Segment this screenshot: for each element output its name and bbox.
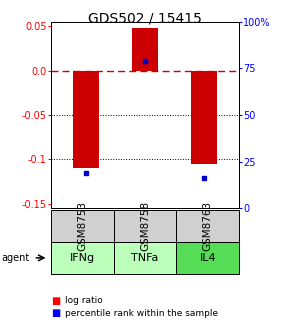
- Text: ■: ■: [51, 296, 60, 306]
- Text: GSM8753: GSM8753: [77, 201, 87, 251]
- Bar: [132, 28, 158, 71]
- Text: GSM8758: GSM8758: [140, 201, 150, 251]
- Text: ■: ■: [51, 308, 60, 318]
- Text: percentile rank within the sample: percentile rank within the sample: [65, 309, 218, 318]
- Text: agent: agent: [1, 253, 30, 263]
- Text: IFNg: IFNg: [70, 253, 95, 263]
- Bar: [73, 71, 99, 168]
- Bar: [191, 71, 217, 164]
- Text: log ratio: log ratio: [65, 296, 103, 305]
- Text: IL4: IL4: [200, 253, 216, 263]
- Text: GSM8763: GSM8763: [203, 201, 213, 251]
- Text: TNFa: TNFa: [131, 253, 159, 263]
- Text: GDS502 / 15415: GDS502 / 15415: [88, 12, 202, 26]
